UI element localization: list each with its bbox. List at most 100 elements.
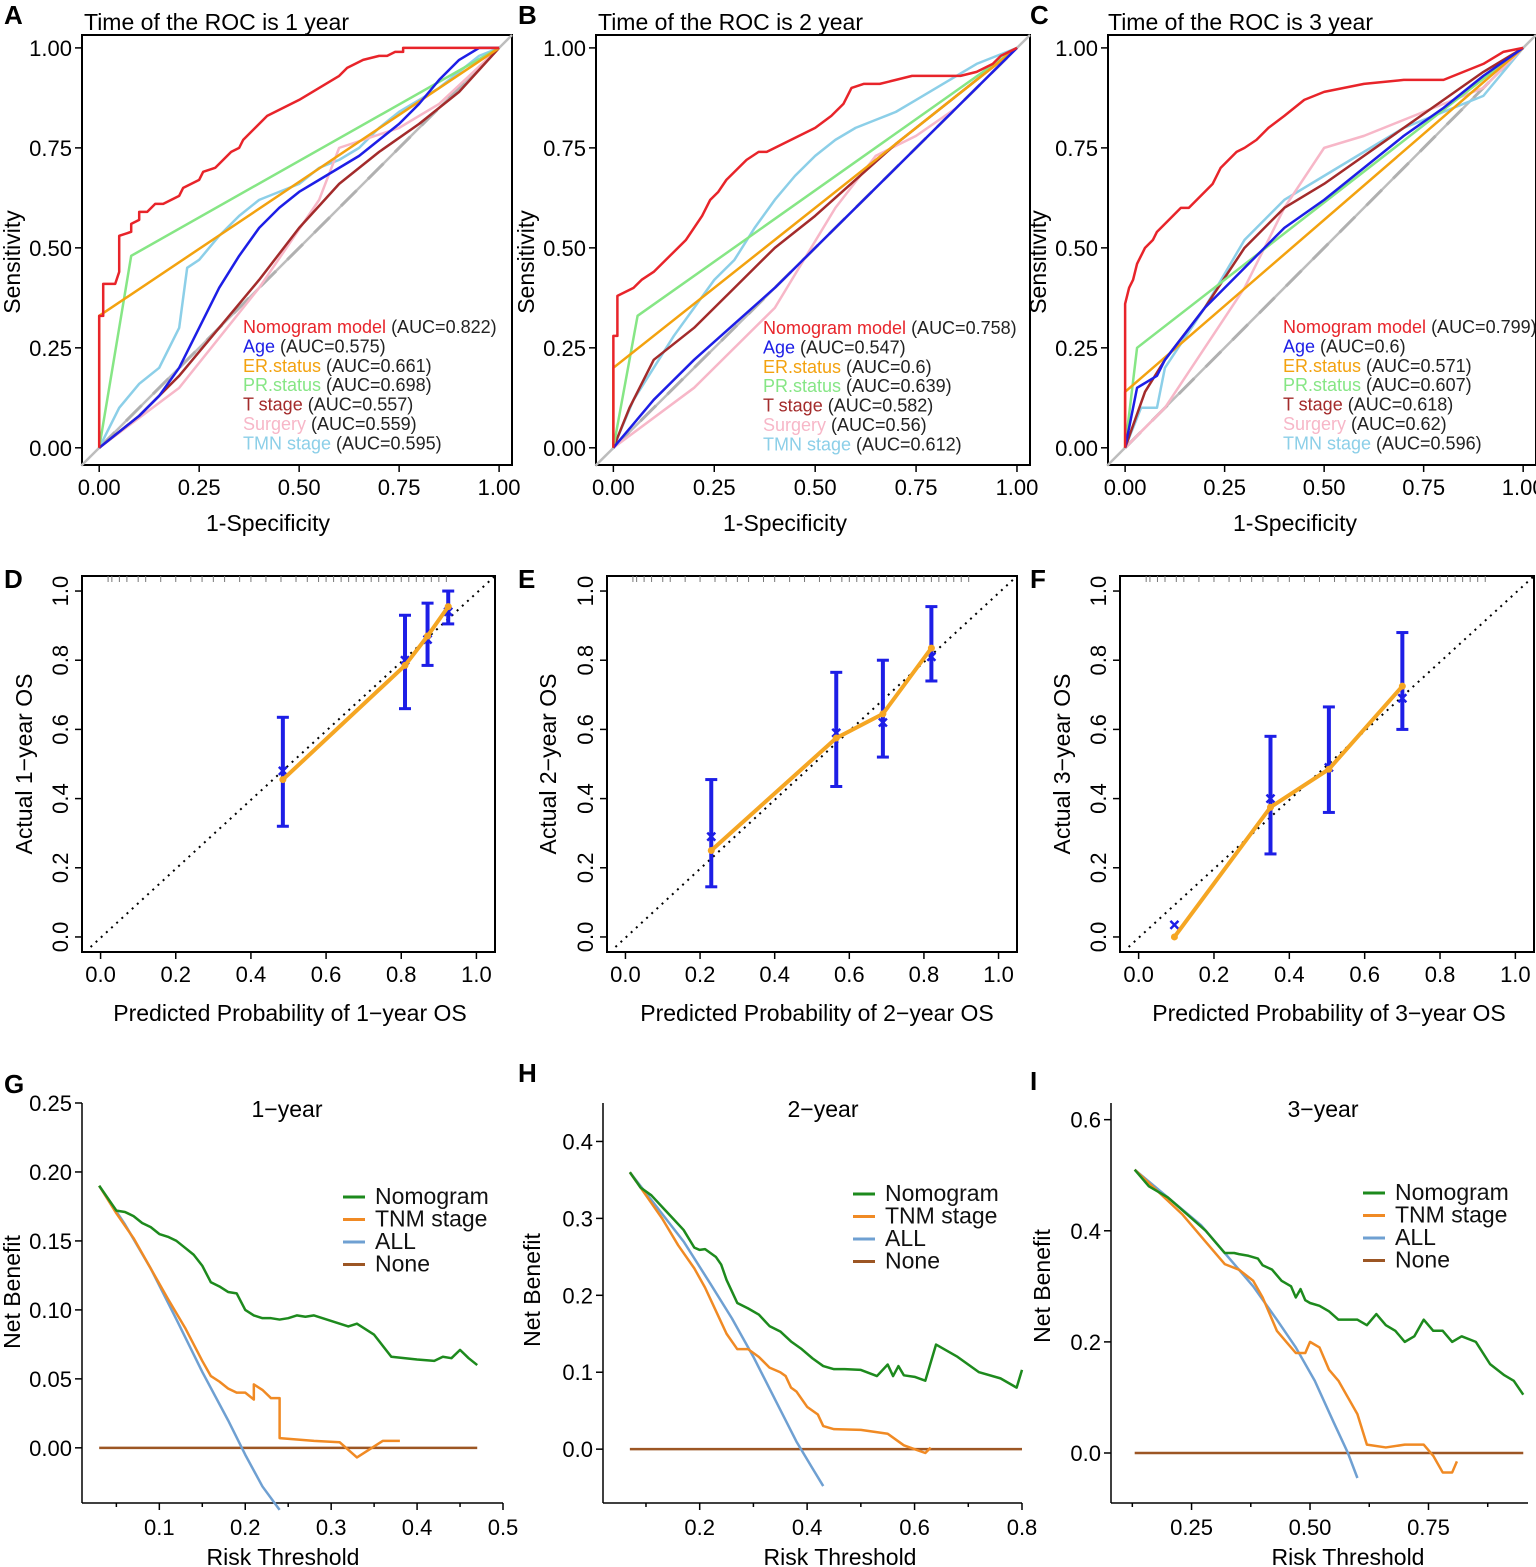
reference-diagonal	[614, 575, 1018, 948]
x-tick-label: 1.00	[478, 475, 521, 500]
series-line-all	[628, 1171, 825, 1487]
panel-h: H 2−year Risk Threshold Net Benefit 0.2 0.4 0.…	[518, 1058, 1037, 1567]
panel-letter: H	[518, 1058, 537, 1088]
y-tick-label: 0.2	[1070, 1330, 1101, 1355]
y-tick-label: 0.75	[1055, 136, 1098, 161]
x-tick-label: 0.25	[1170, 1515, 1213, 1540]
panel-d: D Predicted Probability of 1−year OS Actua…	[4, 564, 496, 1026]
panel-e: E Predicted Probability of 2−year OS Actua…	[518, 564, 1018, 1026]
x-tick-label: 0.2	[160, 962, 191, 987]
legend-auc: (AUC=0.639)	[846, 376, 952, 396]
legend-label: TNM stage	[885, 1203, 997, 1229]
x-tick-label: 0.5	[488, 1515, 519, 1540]
y-tick-label: 0.00	[29, 1436, 72, 1461]
x-axis-label: Predicted Probability of 1−year OS	[113, 1000, 467, 1026]
plot-frame	[1107, 34, 1536, 466]
x-tick-label: 0.4	[759, 962, 790, 987]
x-tick-label: 0.75	[895, 475, 938, 500]
series-line-pr-status	[97, 46, 500, 449]
legend-label: Surgery	[243, 414, 306, 434]
km-estimate-marker	[1169, 919, 1180, 930]
y-tick-label: 0.2	[573, 852, 598, 883]
x-tick-label: 0.25	[178, 475, 221, 500]
series-line-tnm-stage	[98, 1185, 400, 1459]
legend-label: ER.status	[763, 357, 841, 377]
legend-label: ER.status	[243, 356, 321, 376]
chart-title: Time of the ROC is 3 year	[1108, 9, 1373, 35]
series-line-nomogram	[98, 1185, 479, 1367]
x-tick-label: 0.75	[378, 475, 421, 500]
y-axis-label: Actual 1−year OS	[11, 674, 37, 855]
calibration-point	[279, 776, 287, 784]
chart-title: 3−year	[1288, 1096, 1359, 1122]
x-tick-label: 0.4	[1274, 962, 1305, 987]
legend-auc: (AUC=0.571)	[1366, 356, 1472, 376]
legend-label: Surgery	[763, 415, 826, 435]
series-line-all	[1133, 1168, 1359, 1479]
calibration-line	[281, 605, 450, 782]
y-tick-label: 0.25	[29, 1091, 72, 1116]
x-tick-label: 0.2	[1199, 962, 1230, 987]
y-tick-label: 0.6	[573, 714, 598, 745]
series-line-tmn-stage	[612, 46, 1018, 449]
legend-label: None	[1395, 1247, 1450, 1273]
y-tick-label: 0.8	[48, 645, 73, 676]
legend-auc: (AUC=0.557)	[308, 395, 414, 415]
plot-frame	[595, 34, 1031, 466]
x-tick-label: 0.8	[386, 962, 417, 987]
y-tick-label: 0.4	[562, 1129, 593, 1154]
x-tick-label: 0.50	[1289, 1515, 1332, 1540]
legend-label: ALL	[1395, 1224, 1436, 1250]
legend-auc: (AUC=0.596)	[1376, 433, 1482, 453]
plot-frame	[81, 34, 513, 466]
panel-letter: F	[1030, 564, 1046, 594]
legend-label: TMN stage	[243, 433, 331, 453]
legend-auc: (AUC=0.661)	[326, 356, 432, 376]
calibration-point	[879, 710, 887, 718]
x-tick-label: 0.50	[278, 475, 321, 500]
y-tick-label: 0.0	[562, 1437, 593, 1462]
y-tick-label: 0.6	[1070, 1108, 1101, 1133]
chart-title: 1−year	[252, 1096, 323, 1122]
y-tick-label: 1.00	[543, 36, 586, 61]
legend-label: None	[375, 1251, 430, 1277]
legend-label: Age	[763, 337, 795, 357]
legend-label: TMN stage	[763, 434, 851, 454]
x-axis-label: Risk Threshold	[207, 1544, 360, 1567]
legend-label: Nomogram model	[763, 318, 906, 338]
x-tick-label: 0.2	[684, 1515, 715, 1540]
calibration-line	[1172, 684, 1404, 939]
x-tick-label: 0.8	[1007, 1515, 1038, 1540]
x-axis-label: Predicted Probability of 3−year OS	[1152, 1000, 1506, 1026]
x-tick-label: 0.75	[1402, 475, 1445, 500]
km-estimate-marker	[878, 717, 888, 728]
y-axis-label: Net Benefit	[1029, 1229, 1055, 1343]
legend-label: Nomogram model	[1283, 317, 1426, 337]
y-tick-label: 1.0	[573, 576, 598, 607]
y-tick-label: 0.00	[29, 436, 72, 461]
plot-frame	[606, 575, 1018, 953]
calibration-line	[709, 646, 934, 852]
y-tick-label: 1.00	[1055, 36, 1098, 61]
legend-label: PR.status	[763, 376, 841, 396]
legend-label: ER.status	[1283, 356, 1361, 376]
x-tick-label: 0.25	[1203, 475, 1246, 500]
panel-letter: B	[518, 0, 537, 30]
calibration-point	[424, 632, 432, 640]
x-tick-label: 0.2	[685, 962, 716, 987]
y-tick-label: 0.20	[29, 1160, 72, 1185]
x-axis-label: 1-Specificity	[206, 510, 330, 536]
calibration-point	[444, 603, 452, 611]
y-tick-label: 0.75	[543, 136, 586, 161]
y-tick-label: 0.10	[29, 1298, 72, 1323]
legend-auc: (AUC=0.575)	[280, 336, 386, 356]
y-tick-label: 0.00	[1055, 436, 1098, 461]
legend-label: Nomogram	[1395, 1179, 1509, 1205]
y-axis-label: Actual 3−year OS	[1049, 674, 1075, 855]
legend-auc: (AUC=0.698)	[326, 375, 432, 395]
y-tick-label: 0.3	[562, 1206, 593, 1231]
plot-frame	[1119, 575, 1535, 953]
y-tick-label: 0.4	[1070, 1219, 1101, 1244]
y-tick-label: 0.4	[48, 783, 73, 814]
